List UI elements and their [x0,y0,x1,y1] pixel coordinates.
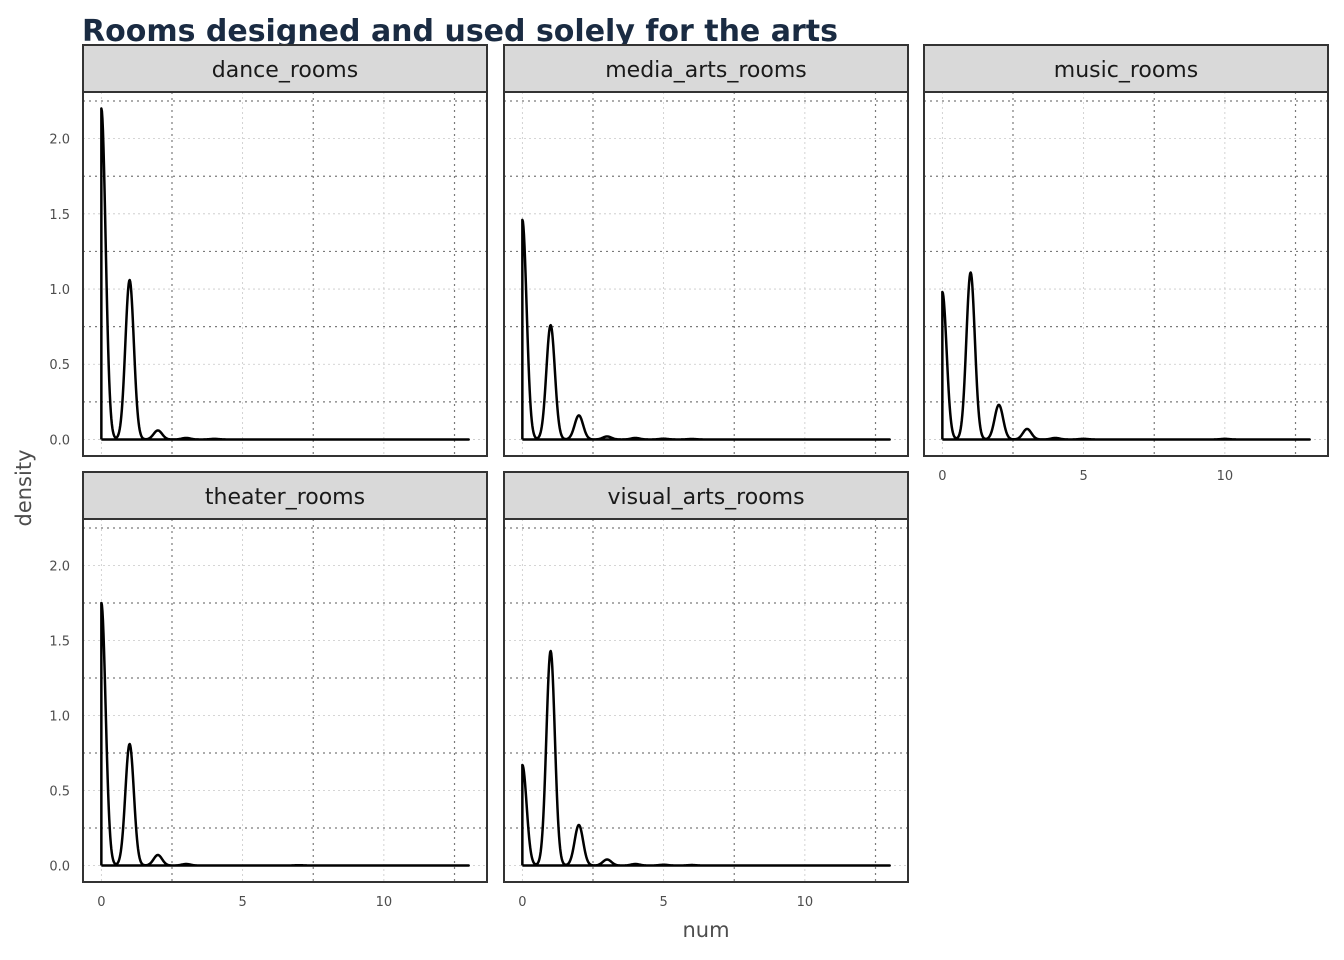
facet-media_arts_rooms: media_arts_rooms [503,44,909,457]
density-line-dance_rooms [100,107,470,441]
y-tick-label: 0.0 [49,433,70,448]
strip-label: visual_arts_rooms [607,485,804,510]
strip-label: media_arts_rooms [605,58,807,83]
density-line-theater_rooms [100,601,470,867]
y-tick-label: 1.0 [49,283,70,298]
y-axis-title: density [12,450,36,527]
x-tick-label: 5 [659,895,667,910]
y-tick-label: 1.5 [49,208,70,223]
y-tick-label: 1.5 [49,635,70,650]
x-tick-label: 5 [1079,469,1087,484]
x-tick-label: 10 [797,895,814,910]
facet-panels: dance_rooms 0.0 0.5 1.0 1.5 2.0 media_arts_roo… [49,44,1329,910]
x-tick-label: 0 [518,895,526,910]
strip-label: theater_rooms [205,485,365,510]
strip-label: music_rooms [1054,58,1198,83]
strip-background [82,44,488,93]
y-tick-label: 0.5 [49,785,70,800]
strip-background [503,44,909,93]
x-tick-label: 0 [938,469,946,484]
strip-background [82,471,488,520]
x-axis-title: num [682,918,729,942]
x-tick-label: 0 [97,895,105,910]
strip-background [503,471,909,520]
density-line-visual_arts_rooms [521,649,891,867]
strip-background [923,44,1329,93]
facet-dance_rooms: dance_rooms 0.0 0.5 1.0 1.5 2.0 [49,44,488,457]
x-tick-label: 10 [1217,469,1234,484]
facet-theater_rooms: theater_rooms 0.0 0.5 1.0 1.5 2.0 0 5 10 [49,471,488,910]
y-tick-label: 0.0 [49,860,70,875]
y-tick-label: 1.0 [49,710,70,725]
x-tick-label: 10 [376,895,393,910]
facet-visual_arts_rooms: visual_arts_rooms 0 5 10 [503,471,909,910]
y-tick-label: 2.0 [49,133,70,148]
strip-label: dance_rooms [212,58,358,83]
y-tick-label: 2.0 [49,560,70,575]
facet-music_rooms: music_rooms 0 5 10 [923,44,1329,484]
density-line-media_arts_rooms [521,218,891,441]
x-tick-label: 5 [238,895,246,910]
chart-title: Rooms designed and used solely for the a… [82,14,838,49]
density-line-music_rooms [941,271,1311,441]
y-tick-label: 0.5 [49,358,70,373]
